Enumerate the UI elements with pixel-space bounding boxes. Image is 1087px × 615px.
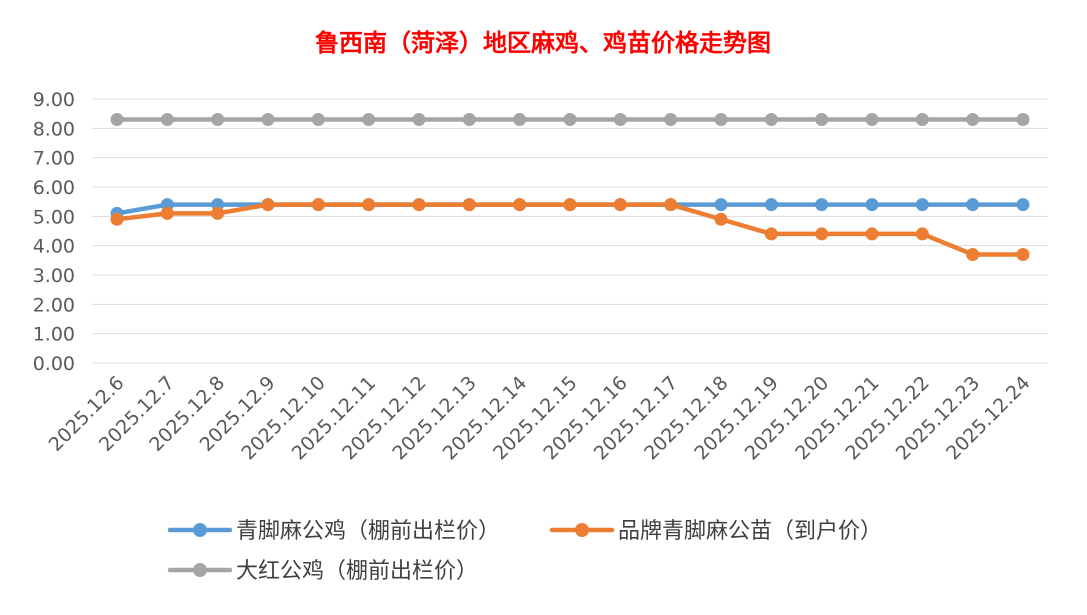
legend-item: 品牌青脚麻公苗（到户价） — [549, 519, 882, 544]
legend-swatch-marker — [193, 563, 207, 577]
data-point — [362, 113, 376, 127]
y-tick-label: 0.00 — [33, 353, 75, 375]
series-1 — [110, 198, 1030, 261]
data-point — [815, 113, 829, 127]
data-point — [311, 198, 325, 212]
data-point — [211, 206, 225, 220]
data-point — [915, 113, 929, 127]
y-tick-label: 8.00 — [33, 118, 75, 140]
data-point — [211, 113, 225, 127]
data-point — [412, 113, 426, 127]
data-point — [664, 198, 678, 212]
series-layer — [110, 113, 1030, 261]
y-tick-label: 2.00 — [33, 294, 75, 316]
data-point — [462, 113, 476, 127]
y-tick-label: 5.00 — [33, 206, 75, 228]
data-point — [865, 227, 879, 241]
data-point — [1016, 113, 1030, 127]
y-tick-label: 1.00 — [33, 324, 75, 346]
data-point — [513, 198, 527, 212]
data-point — [714, 198, 728, 212]
series-line — [114, 202, 1026, 257]
data-point — [513, 113, 527, 127]
grid — [92, 98, 1048, 364]
data-point — [764, 227, 778, 241]
data-point — [613, 113, 627, 127]
data-point — [1016, 198, 1030, 212]
y-axis-ticks: 0.00 1.00 2.00 3.00 4.00 5.00 6.00 7.00 8.00 9.00 — [33, 89, 75, 375]
data-point — [815, 227, 829, 241]
y-tick-label: 4.00 — [33, 236, 75, 258]
data-point — [865, 113, 879, 127]
data-point — [664, 113, 678, 127]
chart-title: 鲁西南（菏泽）地区麻鸡、鸡苗价格走势图 — [315, 28, 771, 57]
legend-label: 大红公鸡（棚前出栏价） — [236, 559, 478, 584]
data-point — [110, 113, 124, 127]
legend: 青脚麻公鸡（棚前出栏价） 品牌青脚麻公苗（到户价） 大红公鸡（棚前出栏价） — [167, 519, 882, 584]
legend-item: 大红公鸡（棚前出栏价） — [167, 559, 478, 584]
data-point — [261, 113, 275, 127]
legend-swatch-marker — [193, 523, 207, 537]
data-point — [764, 198, 778, 212]
data-point — [966, 113, 980, 127]
data-point — [714, 113, 728, 127]
data-point — [865, 198, 879, 212]
legend-item: 青脚麻公鸡（棚前出栏价） — [167, 519, 500, 544]
data-point — [966, 198, 980, 212]
data-point — [261, 198, 275, 212]
data-point — [563, 198, 577, 212]
data-point — [160, 113, 174, 127]
data-point — [714, 212, 728, 226]
x-axis-ticks: 2025.12.62025.12.72025.12.82025.12.92025… — [45, 372, 1035, 464]
series-2 — [110, 113, 1030, 127]
data-point — [1016, 247, 1030, 261]
data-point — [160, 206, 174, 220]
data-point — [815, 198, 829, 212]
y-tick-label: 9.00 — [33, 89, 75, 111]
data-point — [764, 113, 778, 127]
legend-label: 青脚麻公鸡（棚前出栏价） — [236, 519, 500, 544]
data-point — [362, 198, 376, 212]
legend-swatch-marker — [575, 523, 589, 537]
data-point — [412, 198, 426, 212]
data-point — [462, 198, 476, 212]
data-point — [311, 113, 325, 127]
data-point — [563, 113, 577, 127]
data-point — [915, 227, 929, 241]
data-point — [966, 247, 980, 261]
legend-label: 品牌青脚麻公苗（到户价） — [618, 519, 882, 544]
data-point — [110, 212, 124, 226]
data-point — [915, 198, 929, 212]
data-point — [613, 198, 627, 212]
y-tick-label: 3.00 — [33, 265, 75, 287]
y-tick-label: 7.00 — [33, 148, 75, 170]
y-tick-label: 6.00 — [33, 177, 75, 199]
